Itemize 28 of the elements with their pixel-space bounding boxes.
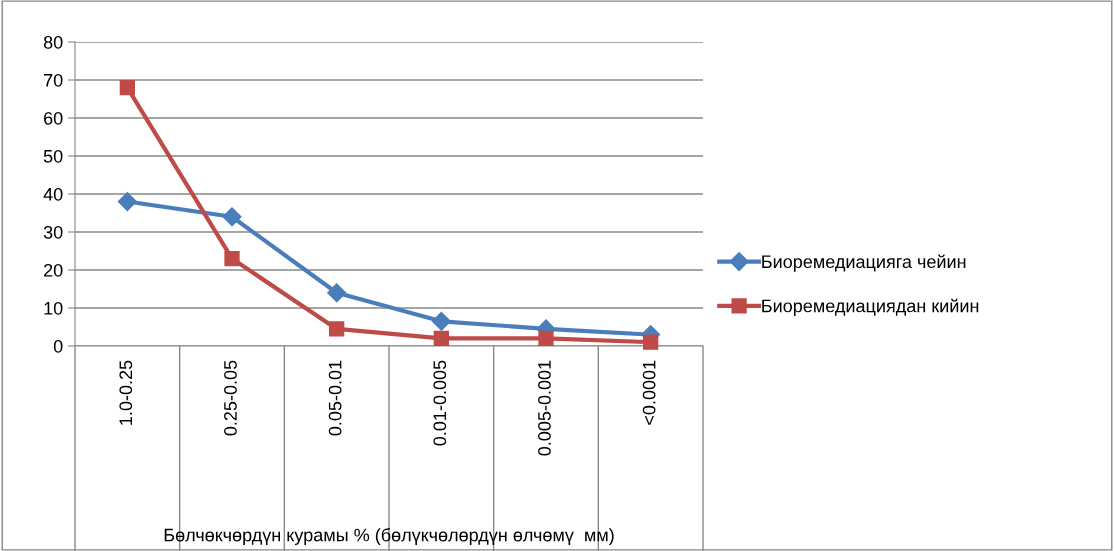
point	[538, 330, 554, 347]
x-tick-label: 0.005-0.001	[538, 360, 551, 456]
point	[327, 283, 347, 303]
y-tick-label: 70	[44, 73, 63, 87]
point	[433, 330, 449, 347]
point	[224, 250, 240, 267]
point	[119, 79, 135, 96]
y-tick-label: 60	[44, 111, 63, 125]
y-tick-label: 40	[43, 187, 63, 201]
y-tick-label: 30	[43, 225, 63, 239]
x-tick-label: <0.0001	[642, 360, 656, 425]
x-axis-title: Бөлчөкчөрдүн курамы % (бөлүкчөлөрдүн өлчөмү мм)	[164, 528, 614, 545]
x-tick-label: 1.0-0.25	[119, 360, 133, 425]
point	[431, 311, 451, 331]
legend-label: Биоремедиацияга чейин	[762, 254, 966, 272]
y-tick-label: 80	[43, 35, 63, 49]
x-tick-label: 0.01-0.005	[433, 360, 447, 446]
x-tick-label: 0.25-0.05	[224, 360, 237, 436]
legend-label: Биоремедиациядан кийин	[762, 298, 979, 316]
point	[329, 321, 345, 337]
y-tick-label: 0	[53, 339, 63, 353]
y-tick-label: 20	[44, 263, 63, 277]
point	[643, 334, 659, 350]
point	[117, 192, 137, 212]
y-tick-label: 10	[44, 301, 63, 315]
y-tick-label: 50	[43, 149, 63, 163]
point	[222, 207, 242, 227]
x-tick-label: 0.05-0.01	[328, 360, 342, 436]
